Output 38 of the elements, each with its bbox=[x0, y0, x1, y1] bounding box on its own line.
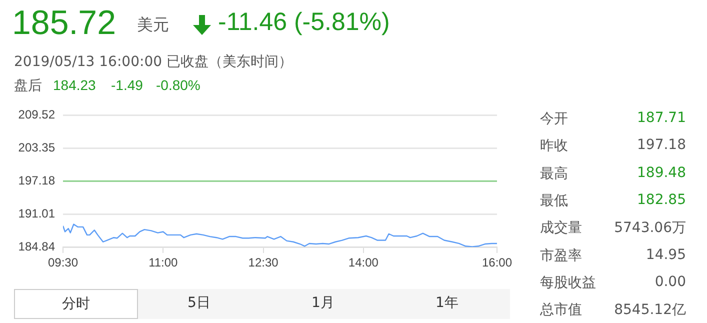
text: 185.72 bbox=[12, 4, 116, 43]
y-tick-label: 209.52 bbox=[18, 108, 56, 122]
text: 184.23 bbox=[53, 77, 96, 93]
text: 1年 bbox=[386, 289, 508, 317]
x-tick-label: 12:30 bbox=[248, 256, 279, 270]
text: -11.46 (-5.81%) bbox=[218, 8, 390, 37]
y-tick-label: 197.18 bbox=[18, 173, 56, 188]
y-tick-label: 191.01 bbox=[18, 206, 56, 220]
text: 美元 bbox=[137, 15, 169, 36]
text: 8545.12亿 bbox=[614, 301, 686, 320]
y-tick-label: 203.35 bbox=[18, 140, 56, 154]
text: 1月 bbox=[262, 289, 384, 317]
text: 2019/05/13 16:00:00 已收盘（美东时间） bbox=[14, 53, 292, 71]
text: 盘后 bbox=[14, 77, 42, 95]
text: -0.80% bbox=[156, 77, 200, 93]
text: 每股收益 bbox=[540, 274, 596, 292]
text: 187.71 bbox=[637, 110, 686, 126]
x-tick-label: 14:00 bbox=[348, 256, 379, 270]
text: 总市值 bbox=[540, 301, 582, 320]
text: -1.49 bbox=[111, 77, 143, 93]
text: 最低 bbox=[540, 192, 568, 210]
x-tick-label: 09:30 bbox=[48, 256, 78, 270]
text: 0.00 bbox=[654, 274, 686, 290]
x-tick-label: 16:00 bbox=[482, 256, 512, 270]
text: 182.85 bbox=[637, 192, 686, 208]
y-tick-label: 184.84 bbox=[18, 239, 56, 254]
text: 5743.06万 bbox=[614, 219, 686, 238]
text: 市盈率 bbox=[540, 246, 582, 264]
text: 14.95 bbox=[646, 246, 686, 262]
x-tick-label: 11:00 bbox=[148, 256, 178, 270]
text: 今开 bbox=[540, 110, 568, 128]
text: 197.18 bbox=[637, 137, 686, 154]
text: 昨收 bbox=[540, 137, 568, 156]
text: 最高 bbox=[540, 164, 568, 183]
text: 分时 bbox=[14, 289, 138, 319]
text: 189.48 bbox=[637, 164, 686, 181]
text: 成交量 bbox=[540, 219, 582, 238]
text: 5日 bbox=[138, 289, 260, 317]
